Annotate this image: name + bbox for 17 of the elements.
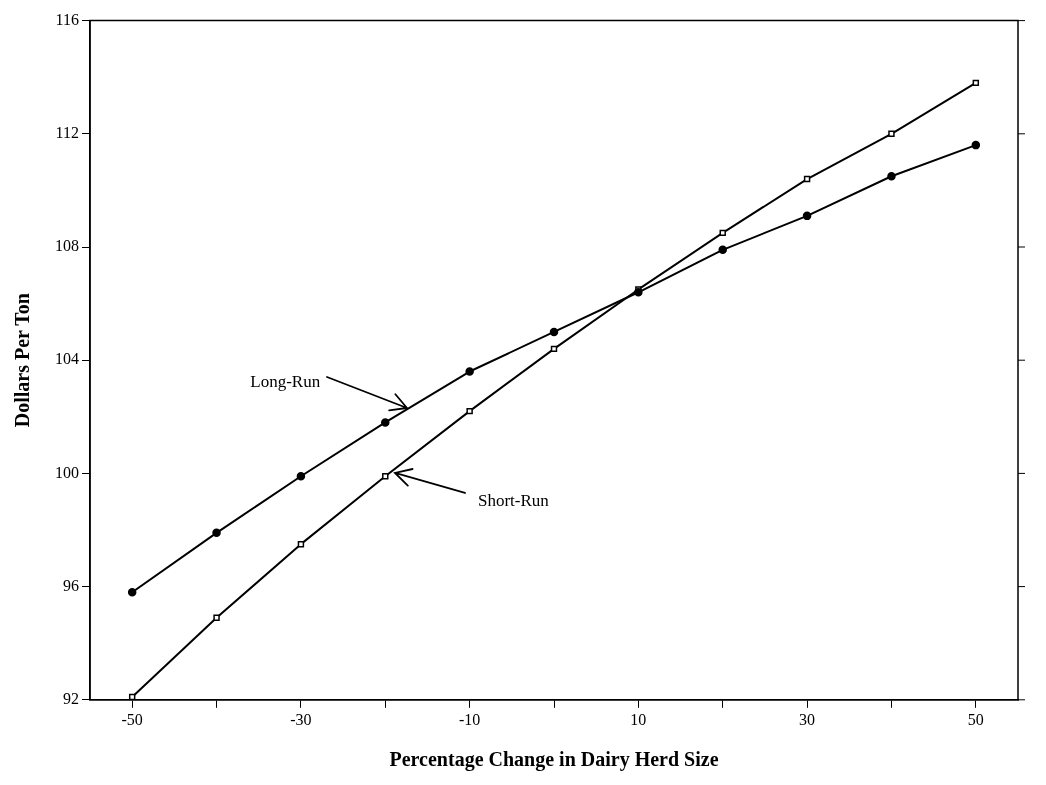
annotation: Long-Run	[250, 371, 321, 391]
y-tick-label: 104	[55, 350, 79, 368]
x-tick-label: -50	[121, 710, 143, 728]
y-tick-label: 116	[55, 10, 79, 28]
annotation: Short-Run	[477, 490, 550, 510]
y-tick-label: 92	[63, 690, 79, 707]
y-axis-title: Dollars Per Ton	[11, 293, 34, 428]
y-tick-label: 100	[55, 463, 79, 481]
y-tick-label: 108	[55, 237, 79, 255]
x-tick-label: -10	[458, 710, 481, 728]
x-axis-title: Percentage Change in Dairy Herd Size	[389, 748, 719, 772]
y-tick-label: 96	[63, 576, 79, 594]
x-tick-label: 50	[967, 710, 984, 728]
y-tick-label: 112	[55, 124, 79, 141]
x-tick-label: -30	[290, 710, 312, 728]
x-tick-label: 10	[630, 710, 647, 728]
x-tick-label: 30	[799, 710, 816, 728]
